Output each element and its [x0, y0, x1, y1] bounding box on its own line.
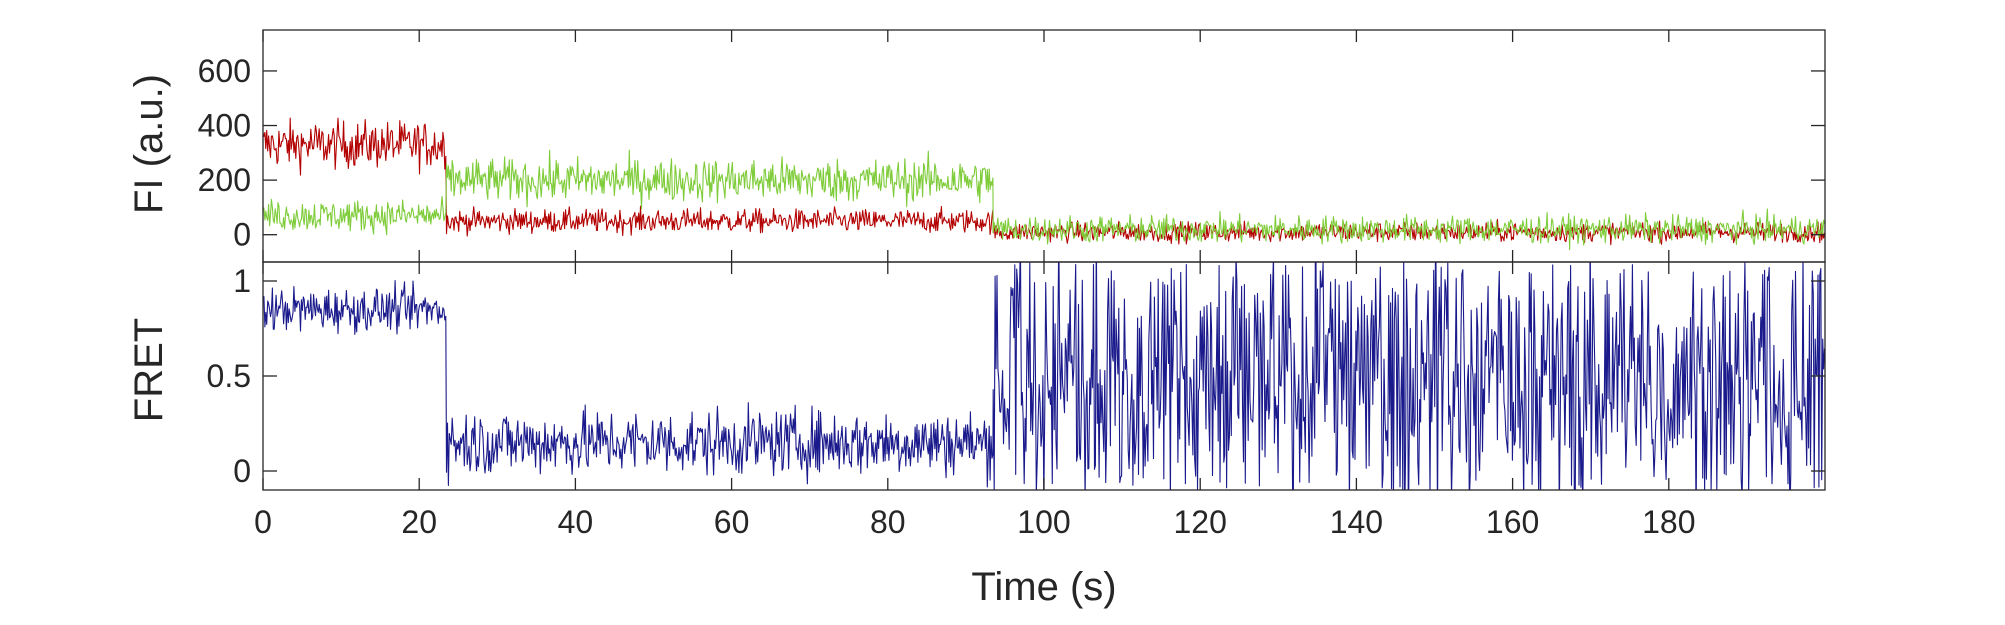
top-y-tick-label: 0: [233, 217, 251, 253]
x-tick-label: 160: [1486, 504, 1539, 540]
bottom-traces: [263, 262, 1825, 490]
x-tick-label: 120: [1174, 504, 1227, 540]
x-tick-label: 100: [1017, 504, 1070, 540]
bottom-y-tick-label: 1: [233, 263, 251, 299]
fret-panel: 0 0.5 1 0 20 40 60 80 100 120 140 160 180: [207, 261, 1826, 540]
x-axis-label: Time (s): [971, 565, 1116, 609]
x-tick-label: 140: [1330, 504, 1383, 540]
top-y-tick-label: 400: [198, 108, 251, 144]
x-tick-label: 20: [401, 504, 437, 540]
fluorescence-panel: 0 200 400 600: [198, 29, 1826, 263]
bottom-y-axis-label: FRET: [127, 318, 171, 422]
x-tick-label: 60: [714, 504, 750, 540]
bottom-y-tick-label: 0: [233, 453, 251, 489]
bottom-y-tick-label: 0.5: [207, 358, 251, 394]
top-y-axis-label: FI (a.u.): [127, 74, 171, 214]
x-tick-label: 0: [254, 504, 272, 540]
top-y-tick-label: 200: [198, 162, 251, 198]
bottom-series-0-line: [263, 262, 1825, 490]
top-traces: [263, 117, 1825, 251]
top-y-tick-label: 600: [198, 53, 251, 89]
top-series-1-line: [263, 149, 1825, 251]
x-tick-label: 40: [558, 504, 594, 540]
x-tick-label: 180: [1642, 504, 1695, 540]
x-tick-label: 80: [870, 504, 906, 540]
